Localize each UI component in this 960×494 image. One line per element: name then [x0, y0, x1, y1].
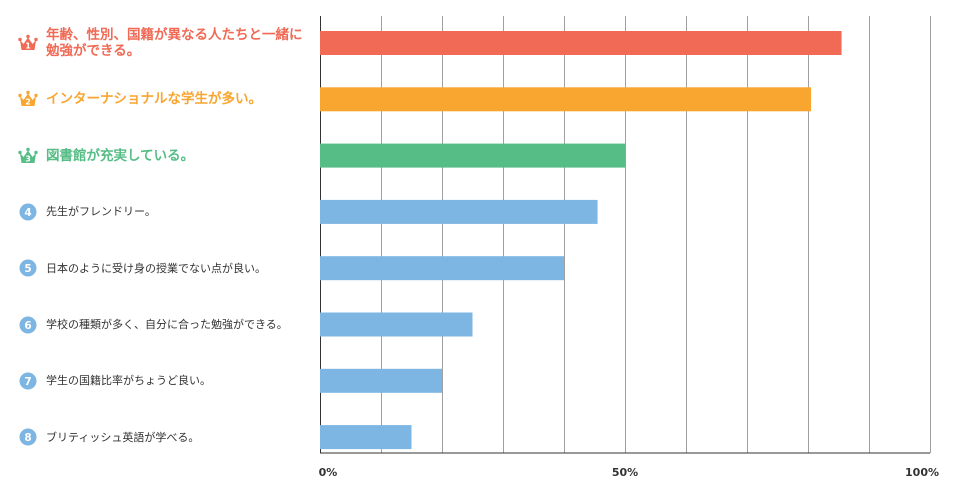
category-label: 先生がフレンドリー。 [46, 205, 156, 219]
rank-number: 7 [24, 376, 31, 388]
category-row-2: 2 インターナショナルな学生が多い。 [18, 79, 318, 119]
bar-8 [320, 425, 412, 450]
bar-2 [320, 87, 812, 112]
rank-number: 3 [25, 154, 31, 163]
category-row-3: 3 図書館が充実している。 [18, 136, 318, 176]
category-label: 学校の種類が多く、自分に合った勉強ができる。 [46, 318, 288, 331]
category-row-6: 6 学校の種類が多く、自分に合った勉強ができる。 [18, 305, 318, 345]
category-label: 学生の国籍比率がちょうど良い。 [46, 374, 211, 388]
rank-number: 8 [24, 432, 31, 444]
rank-number: 4 [24, 207, 31, 219]
crown-icon: 3 [18, 147, 38, 163]
bar-7 [320, 368, 442, 393]
crown-icon: 1 [18, 34, 38, 51]
category-label: ブリティッシュ英語が学べる。 [46, 430, 200, 444]
bar-4 [320, 199, 598, 224]
rank-number: 1 [25, 42, 31, 51]
x-tick-label: 50% [611, 466, 639, 479]
rank-circle-icon: 8 [19, 428, 37, 446]
rank-number: 6 [24, 320, 31, 332]
category-label: 図書館が充実している。 [46, 147, 195, 164]
bars [320, 31, 842, 450]
category-row-1: 1 年齢、性別、国籍が異なる人たちと一緒に勉強ができる。 [18, 23, 318, 63]
category-row-4: 4 先生がフレンドリー。 [18, 192, 318, 232]
rank-circle-icon: 7 [19, 372, 37, 390]
rank-circle-icon: 4 [19, 203, 37, 221]
category-label: 年齢、性別、国籍が異なる人たちと一緒に勉強ができる。 [46, 27, 303, 59]
rank-number: 5 [24, 263, 31, 275]
bar-6 [320, 312, 473, 337]
category-row-5: 5 日本のように受け身の授業でない点が良い。 [18, 248, 318, 288]
bar-5 [320, 256, 564, 281]
bar-1 [320, 31, 842, 55]
category-label: 日本のように受け身の授業でない点が良い。 [46, 261, 266, 275]
category-label: インターナショナルな学生が多い。 [46, 91, 262, 108]
category-row-7: 7 学生の国籍比率がちょうど良い。 [18, 361, 318, 401]
rank-number: 2 [25, 98, 31, 107]
category-row-8: 8 ブリティッシュ英語が学べる。 [18, 417, 318, 457]
rank-circle-icon: 5 [19, 259, 37, 277]
crown-icon: 2 [18, 91, 38, 107]
bar-3 [320, 143, 625, 168]
x-tick-label: 100% [905, 466, 939, 479]
rank-circle-icon: 6 [19, 316, 37, 333]
x-tick-label: 0% [318, 466, 338, 479]
